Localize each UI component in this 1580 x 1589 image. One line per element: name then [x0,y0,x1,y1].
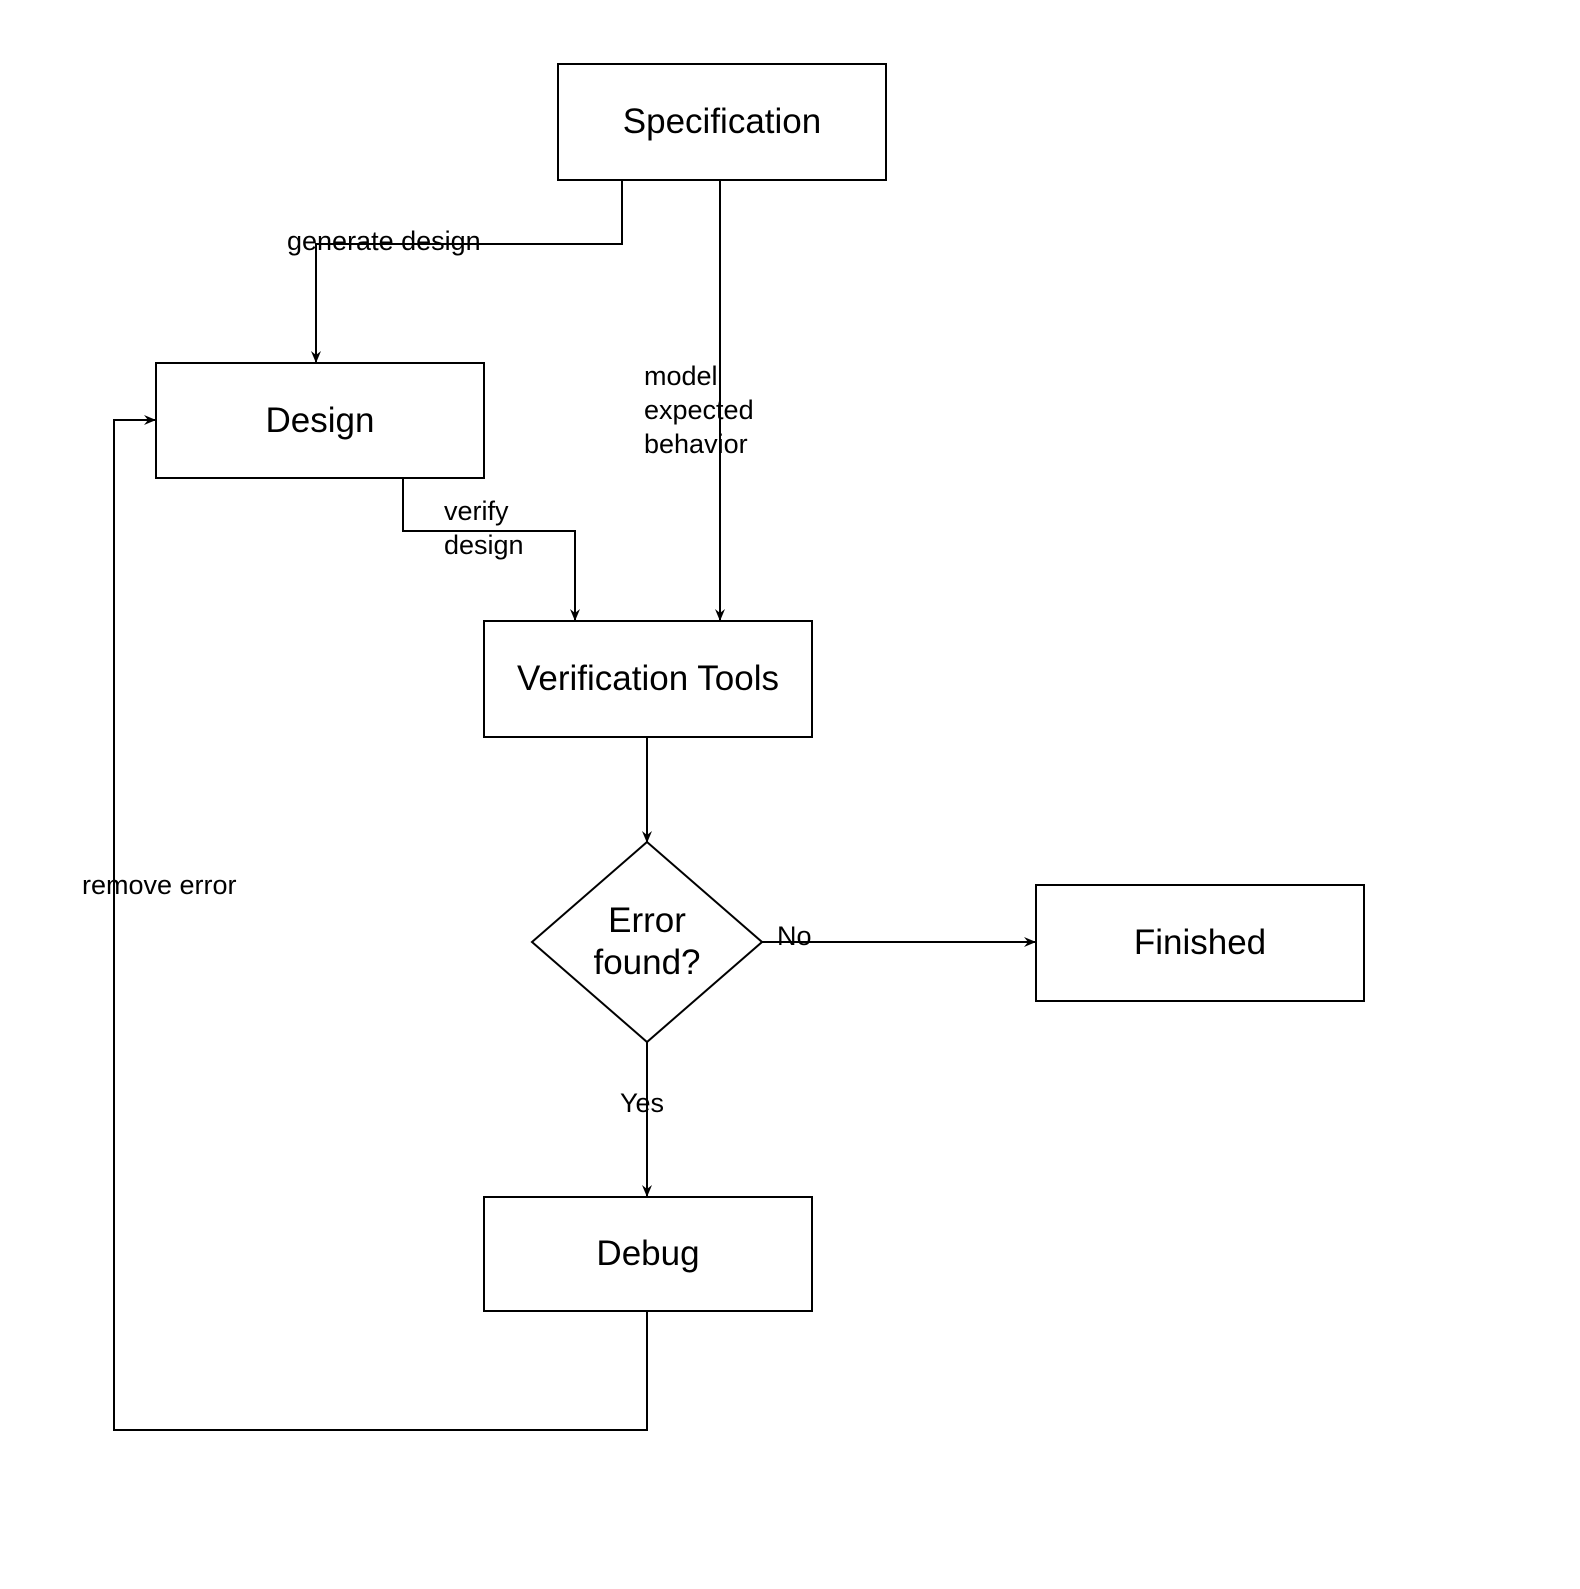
node-design: Design [155,362,485,479]
flowchart-canvas: Specification Design Verification Tools Err… [0,0,1580,1589]
edges-layer [0,0,1580,1589]
edge-label-decision-no: No [777,920,812,954]
node-debug-label: Debug [596,1233,699,1275]
edge-label-decision-yes: Yes [620,1087,664,1121]
edge-label-spec-to-verification: model expected behavior [644,360,754,461]
node-finished-label: Finished [1134,922,1266,964]
node-specification: Specification [557,63,887,181]
edge-label-design-to-verification: verify design [444,495,524,563]
node-design-label: Design [266,400,375,442]
edge-spec-to-design [316,181,622,362]
node-debug: Debug [483,1196,813,1312]
node-verification-label: Verification Tools [517,658,779,700]
edge-label-spec-to-design: generate design [287,225,481,259]
node-verification: Verification Tools [483,620,813,738]
node-decision-label: Error found? [532,842,762,1042]
edge-label-debug-to-design: remove error [82,869,237,903]
node-specification-label: Specification [623,101,821,143]
node-finished: Finished [1035,884,1365,1002]
